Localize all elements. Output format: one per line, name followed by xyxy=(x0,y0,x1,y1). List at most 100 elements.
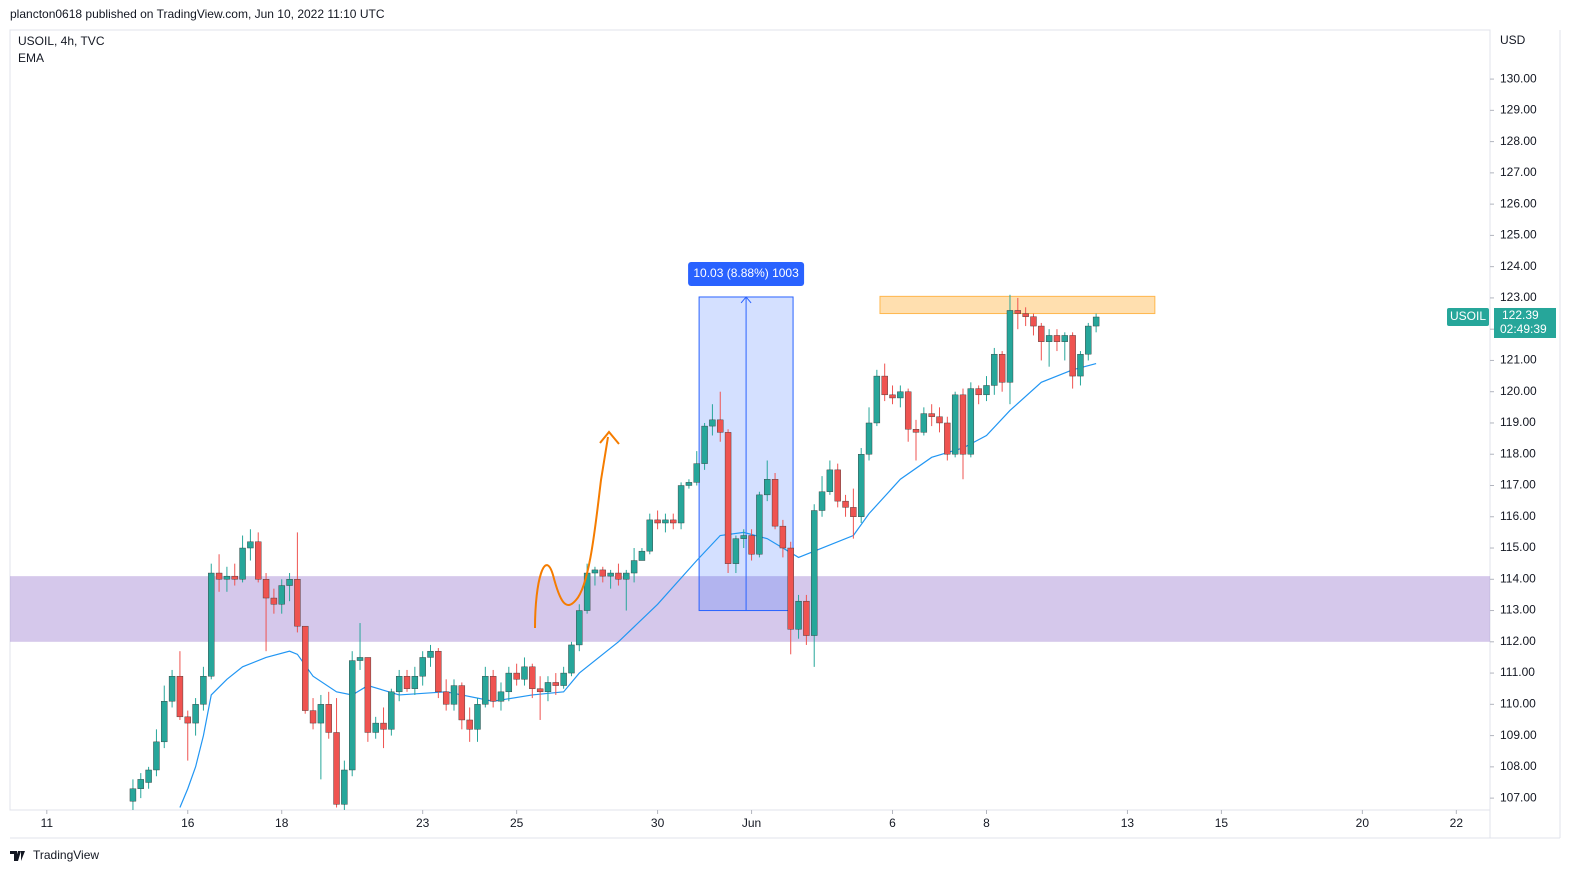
price-zone xyxy=(10,576,1490,642)
candle-body xyxy=(317,704,325,724)
candle-body xyxy=(247,541,254,549)
candle-body xyxy=(552,682,559,686)
candle-body xyxy=(137,779,144,789)
candle-body xyxy=(740,535,747,539)
candle-body xyxy=(215,572,223,580)
candle-body xyxy=(497,691,505,702)
candle-body xyxy=(756,494,763,555)
y-tick-label: 128.00 xyxy=(1500,134,1537,148)
candle-body xyxy=(936,416,943,424)
candle-body xyxy=(873,375,881,424)
candle-body xyxy=(403,675,411,689)
measure-arrow-head xyxy=(740,296,752,304)
candle-body xyxy=(975,388,982,396)
y-tick-label: 130.00 xyxy=(1500,71,1537,85)
candle-body xyxy=(294,579,301,627)
candle-body xyxy=(411,675,419,689)
candle-body xyxy=(239,547,246,580)
candle-body xyxy=(646,519,653,552)
x-tick-label: 18 xyxy=(275,816,289,830)
candle-body xyxy=(951,394,959,455)
plot-area xyxy=(10,294,1490,810)
currency-label: USD xyxy=(1500,33,1526,47)
measure-label: 10.03 (8.88%) 1003 xyxy=(693,266,799,280)
footer: TradingView xyxy=(10,848,99,862)
y-tick-label: 107.00 xyxy=(1500,790,1537,804)
measure-label-box xyxy=(688,261,805,286)
candle-body xyxy=(748,535,755,555)
candle-body xyxy=(826,469,834,492)
candle-body xyxy=(474,704,481,730)
candle-body xyxy=(881,375,888,396)
candle-body xyxy=(286,579,293,586)
candle-body xyxy=(662,519,669,524)
y-tick-label: 120.00 xyxy=(1500,384,1537,398)
candle-body xyxy=(944,422,951,455)
candle-body xyxy=(223,575,231,580)
y-tick-label: 113.00 xyxy=(1500,603,1536,617)
candle-body xyxy=(560,672,567,686)
candle-body xyxy=(591,569,599,574)
candle-body xyxy=(709,419,716,427)
candle-body xyxy=(380,722,387,730)
candle-body xyxy=(693,463,700,483)
x-tick-label: 25 xyxy=(510,816,524,830)
candle-body xyxy=(959,394,967,455)
candle-body xyxy=(670,519,677,524)
candle-body xyxy=(231,575,238,580)
y-tick-label: 119.00 xyxy=(1500,415,1536,429)
candle-body xyxy=(1038,325,1045,342)
candle-body xyxy=(779,525,787,549)
candle-body xyxy=(803,600,810,636)
candle-body xyxy=(372,722,379,733)
candle-body xyxy=(928,413,935,417)
candle-body xyxy=(262,579,270,599)
candle-body xyxy=(176,675,184,718)
candle-body xyxy=(161,701,168,743)
candle-body xyxy=(920,413,928,433)
symbol-tag xyxy=(1447,307,1489,326)
brand-logo xyxy=(10,851,25,861)
brand-name: TradingView xyxy=(33,848,99,862)
y-tick-label: 121.00 xyxy=(1500,353,1537,367)
candle-body xyxy=(685,482,693,486)
candle-body xyxy=(717,419,724,433)
candle-body xyxy=(466,719,473,730)
y-tick-label: 114.00 xyxy=(1500,571,1536,585)
candle-body xyxy=(388,691,395,730)
candle-body xyxy=(435,650,442,693)
candle-body xyxy=(489,675,497,702)
candle-body xyxy=(842,500,849,508)
candle-body xyxy=(834,469,841,502)
candle-body xyxy=(654,519,661,524)
candle-body xyxy=(623,572,630,580)
candle-body xyxy=(818,491,826,511)
candle-body xyxy=(356,657,364,661)
symbol-legend: USOIL, 4h, TVC xyxy=(18,34,105,48)
y-tick-label: 111.00 xyxy=(1500,665,1535,679)
y-tick-label: 108.00 xyxy=(1500,759,1537,773)
y-tick-label: 117.00 xyxy=(1500,478,1536,492)
y-tick-label: 110.00 xyxy=(1500,697,1536,711)
candle-body xyxy=(1014,310,1022,314)
candle-body xyxy=(1030,316,1037,327)
ema-line xyxy=(179,362,1097,808)
candle-body xyxy=(427,650,434,658)
candle-body xyxy=(505,672,513,693)
x-tick-label: 11 xyxy=(41,816,54,830)
candle-body xyxy=(568,644,575,674)
x-tick-label: 20 xyxy=(1356,816,1370,830)
candle-body xyxy=(129,788,137,802)
candle-body xyxy=(638,550,646,561)
candle-body xyxy=(787,547,794,630)
candle-body xyxy=(850,507,857,517)
candle-body xyxy=(865,422,873,455)
candle-body xyxy=(1045,335,1053,342)
candle-body xyxy=(912,429,920,433)
candle-body xyxy=(184,716,191,724)
x-tick-label: 16 xyxy=(181,816,195,830)
candle-body xyxy=(278,585,285,605)
y-tick-label: 124.00 xyxy=(1500,259,1537,273)
candle-body xyxy=(168,675,176,702)
y-tick-label: 123.00 xyxy=(1500,290,1537,304)
